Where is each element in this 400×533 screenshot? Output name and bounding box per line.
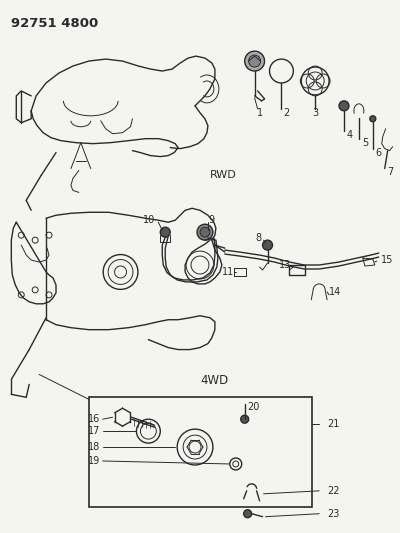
Circle shape bbox=[197, 224, 213, 240]
Text: 21: 21 bbox=[327, 419, 340, 429]
Text: 16: 16 bbox=[88, 414, 101, 424]
Circle shape bbox=[244, 510, 252, 518]
Text: 2: 2 bbox=[284, 108, 290, 118]
Circle shape bbox=[370, 116, 376, 122]
Bar bbox=[89, 397, 312, 507]
Circle shape bbox=[160, 227, 170, 237]
Text: 10: 10 bbox=[143, 215, 155, 225]
Text: 1: 1 bbox=[256, 108, 263, 118]
Text: 23: 23 bbox=[327, 508, 340, 519]
Text: RWD: RWD bbox=[210, 171, 237, 181]
Text: 15: 15 bbox=[381, 255, 393, 265]
Circle shape bbox=[249, 55, 260, 67]
Text: 18: 18 bbox=[88, 442, 101, 452]
Circle shape bbox=[262, 240, 272, 250]
Circle shape bbox=[245, 51, 264, 71]
Text: 3: 3 bbox=[312, 108, 318, 118]
Text: 14: 14 bbox=[329, 287, 341, 297]
Text: 17: 17 bbox=[88, 426, 101, 436]
Text: 22: 22 bbox=[327, 486, 340, 496]
Text: 13: 13 bbox=[279, 260, 291, 270]
Text: 92751 4800: 92751 4800 bbox=[11, 17, 98, 30]
Text: 4: 4 bbox=[347, 130, 353, 140]
Text: 5: 5 bbox=[362, 138, 368, 148]
Text: 19: 19 bbox=[88, 456, 101, 466]
Text: 7: 7 bbox=[387, 167, 393, 177]
Text: 8: 8 bbox=[256, 233, 262, 243]
Text: 4WD: 4WD bbox=[201, 375, 229, 387]
Circle shape bbox=[200, 227, 210, 237]
Text: 9: 9 bbox=[208, 215, 214, 225]
Text: 20: 20 bbox=[248, 402, 260, 413]
Circle shape bbox=[339, 101, 349, 111]
Text: 11: 11 bbox=[222, 267, 234, 277]
Text: 6: 6 bbox=[376, 148, 382, 158]
Circle shape bbox=[241, 415, 249, 423]
